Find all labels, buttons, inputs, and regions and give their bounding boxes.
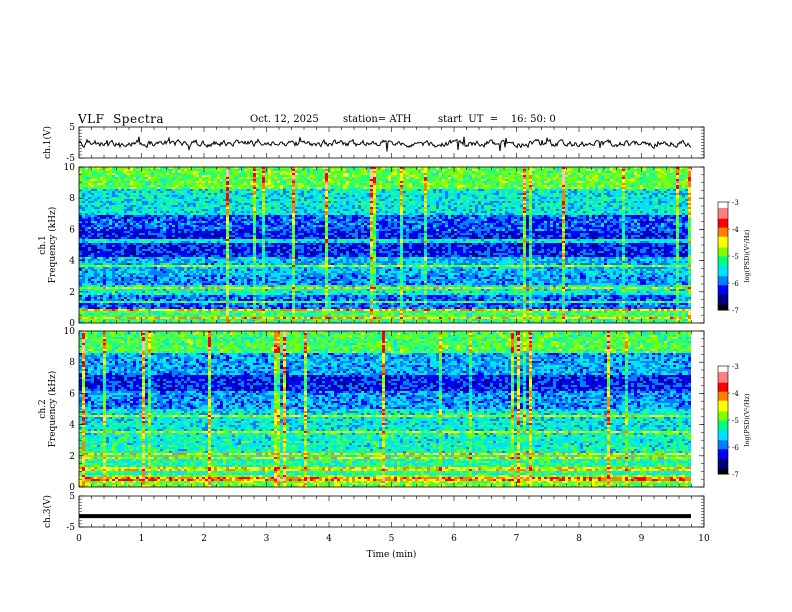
ch2-spectrogram-cells [79,331,691,487]
ch1-waveform-ylabel: ch.1(V) [42,126,53,159]
ch3-waveform-ylabel: ch.3(V) [42,495,53,528]
ch1-spectrogram-ylabel: Frequency (kHz) [47,207,58,284]
ch1-spectrogram-ytick: 10 [64,163,76,173]
x-tick-label: 8 [576,534,582,544]
ch2-spectrogram-ytick: 10 [64,327,76,337]
ch1-waveform-ytick: 5 [69,123,75,133]
ch3-waveform-ytick: -5 [66,523,75,533]
ch1-spectrogram-ytick: 6 [69,225,75,235]
x-tick-label: 10 [698,534,710,544]
ch2-spectrogram-ytick: 6 [69,389,75,399]
ch2-spectrogram-ylabel: Frequency (kHz) [47,371,58,448]
ch3-waveform-ytick: 5 [69,492,75,502]
ch1-spectrogram-ytick: 8 [69,194,75,204]
x-tick-label: 7 [514,534,520,544]
ch1-spectrogram-ylabel: ch.1 [38,235,48,254]
ch1-waveform-trace [79,137,691,152]
ch1-spectrogram-ytick: 2 [69,288,75,298]
ch2-spectrogram-ytick: 2 [69,452,75,462]
ch1-spectrogram-colorbar-tick: -3 [732,199,739,207]
ch1-spectrogram-colorbar-tick: -5 [732,253,739,261]
ch2-spectrogram-ytick: 4 [69,421,75,431]
ch1-spectrogram-colorbar-tick: -6 [732,280,739,288]
ch1-spectrogram-colorbar-tick: -4 [732,226,739,234]
ch2-spectrogram-ylabel: ch.2 [38,399,48,418]
x-tick-label: 1 [139,534,145,544]
x-tick-label: 5 [389,534,395,544]
x-tick-label: 4 [326,534,332,544]
x-tick-label: 0 [76,534,82,544]
ch2-spectrogram-colorbar-tick: -3 [732,363,739,371]
ch2-spectrogram-colorbar-tick: -4 [732,390,739,398]
x-tick-label: 9 [639,534,645,544]
ch2-spectrogram-colorbar-tick: -7 [732,471,739,479]
vlf-spectra-figure: 0 1 2 3 4 5 6 7 8 9 10Time (min)5-5ch.1(V)1086420c… [0,0,792,612]
ch2-spectrogram-colorbar-tick: -5 [732,417,739,425]
ch1-spectrogram-cells [79,167,691,323]
ch2-spectrogram-ytick: 8 [69,358,75,368]
x-tick-label: 2 [201,534,207,544]
ch2-spectrogram-colorbar-tick: -6 [732,444,739,452]
x-tick-label: 3 [264,534,270,544]
x-tick-label: 6 [451,534,457,544]
ch1-spectrogram-ytick: 4 [69,257,75,267]
ch1-spectrogram-colorbar-tick: -7 [732,307,739,315]
ch1-spectrogram-colorbar-label: log(PSD)(V²/Hz) [743,229,751,282]
x-axis-label: Time (min) [367,549,417,560]
ch2-spectrogram-colorbar-label: log(PSD)(V²/Hz) [743,393,751,446]
